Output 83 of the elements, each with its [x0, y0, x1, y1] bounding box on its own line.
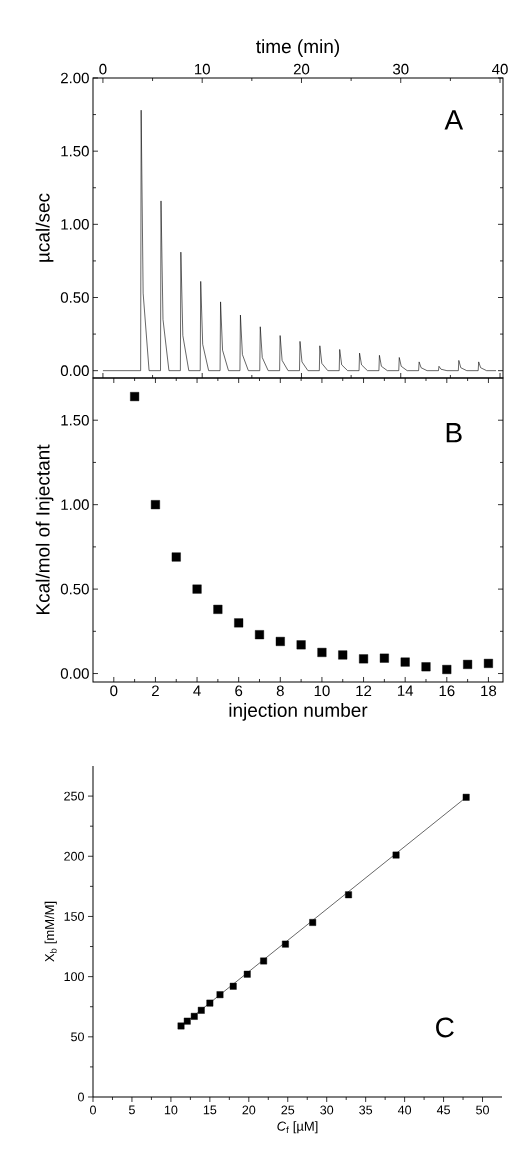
- point: [130, 392, 140, 402]
- y-axis-title: Kcal/mol of Injectant: [35, 444, 54, 614]
- x-tick-label: 18: [481, 685, 497, 697]
- y-axis-title: µcal/sec: [35, 193, 54, 262]
- x-tick-label: 35: [359, 1105, 373, 1115]
- x-tick-label: 40: [397, 1105, 412, 1115]
- y-axis-title: X$_{b}$ [mM/M]: [44, 901, 57, 962]
- point: [463, 659, 473, 669]
- x-tick-label: 0: [90, 1105, 96, 1115]
- y-tick-label: 1.00: [61, 499, 89, 510]
- y-tick-label: 1.00: [61, 219, 89, 230]
- x-tick-label: 40: [492, 63, 508, 75]
- point: [317, 647, 327, 657]
- x-tick-label: 20: [293, 63, 310, 75]
- point: [338, 650, 348, 660]
- point: [216, 991, 224, 999]
- y-tick-label: 2.00: [61, 72, 89, 84]
- point: [296, 640, 306, 650]
- x-tick-label: 30: [320, 1105, 334, 1115]
- x-tick-label: 8: [276, 685, 284, 697]
- annotation: C: [436, 1017, 454, 1038]
- point: [192, 584, 202, 594]
- y-tick-label: 1.50: [61, 145, 89, 157]
- point: [243, 970, 251, 978]
- point: [190, 1012, 198, 1020]
- point: [183, 1017, 191, 1025]
- annotation: A: [444, 110, 464, 130]
- x-tick-label: 15: [203, 1105, 217, 1115]
- point: [197, 1006, 205, 1014]
- y-tick-label: 150: [64, 912, 84, 921]
- point: [171, 552, 181, 562]
- x-tick-label: 12: [356, 685, 372, 696]
- annotation: B: [446, 423, 462, 443]
- x-axis-title: time (min): [256, 39, 340, 57]
- point: [177, 1022, 185, 1030]
- x-tick-label: 0: [110, 685, 118, 697]
- x-tick-label: 0: [99, 63, 107, 75]
- x-axis-title: C$_{f}$ [µM]: [277, 1121, 318, 1134]
- y-tick-label: 200: [64, 851, 84, 861]
- point: [379, 653, 389, 663]
- x-tick-label: 10: [314, 685, 330, 697]
- point: [359, 654, 369, 664]
- y-tick-label: 0.50: [60, 583, 89, 595]
- point: [421, 662, 431, 672]
- x-axis-title: injection number: [229, 703, 368, 721]
- y-tick-label: 1.50: [61, 414, 89, 426]
- x-tick-label: 16: [439, 685, 455, 697]
- point: [206, 999, 214, 1007]
- point: [213, 604, 223, 614]
- x-tick-label: 10: [164, 1105, 178, 1115]
- point: [345, 891, 352, 899]
- point: [442, 664, 452, 674]
- x-tick-label: 2: [152, 685, 159, 696]
- x-tick-label: 5: [128, 1105, 135, 1115]
- point: [234, 618, 244, 628]
- point: [392, 851, 400, 859]
- point: [483, 658, 493, 668]
- x-tick-label: 50: [476, 1105, 489, 1115]
- line-series: [102, 109, 497, 371]
- point: [255, 630, 264, 640]
- x-tick-label: 4: [193, 685, 201, 696]
- point: [229, 982, 237, 990]
- point: [150, 500, 160, 510]
- point: [260, 957, 268, 965]
- x-tick-label: 30: [392, 63, 409, 75]
- x-tick-label: 6: [235, 685, 243, 697]
- point: [400, 657, 410, 667]
- y-tick-label: 50: [71, 1032, 84, 1042]
- x-tick-label: 20: [242, 1105, 256, 1115]
- point: [462, 793, 470, 801]
- y-tick-label: 0.00: [60, 668, 89, 679]
- x-tick-label: 10: [195, 63, 210, 75]
- x-tick-label: 45: [436, 1105, 450, 1115]
- point: [282, 940, 289, 948]
- y-tick-label: 0.50: [60, 292, 89, 303]
- point: [275, 636, 285, 646]
- y-tick-label: 250: [64, 791, 84, 801]
- y-tick-label: 0: [78, 1092, 84, 1102]
- y-tick-label: 100: [64, 972, 84, 982]
- x-tick-label: 25: [281, 1105, 295, 1115]
- point: [309, 919, 317, 926]
- y-tick-label: 0.00: [60, 365, 89, 376]
- x-tick-label: 14: [397, 685, 414, 696]
